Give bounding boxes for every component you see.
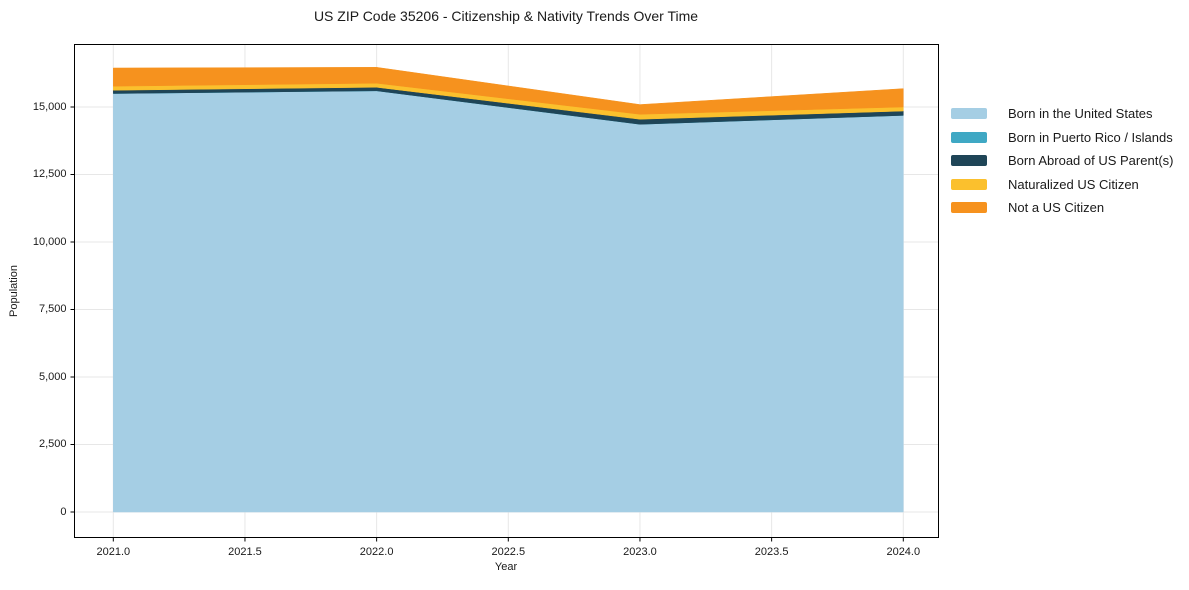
x-tick-label: 2023.5 — [754, 545, 789, 558]
area-band-4 — [113, 67, 904, 115]
x-axis-title: Year — [494, 561, 518, 573]
legend-item: Born in the United States — [951, 102, 1173, 126]
x-tick-label: 2022.5 — [491, 545, 526, 558]
legend-item: Born in Puerto Rico / Islands — [951, 126, 1173, 150]
chart-title: US ZIP Code 35206 - Citizenship & Nativi… — [313, 8, 699, 24]
x-tick-label: 2021.5 — [228, 545, 262, 558]
legend-label: Born in the United States — [1008, 106, 1153, 122]
x-tick-label: 2024.0 — [886, 545, 921, 558]
plot-border — [74, 44, 939, 538]
y-tick-label: 0 — [60, 505, 67, 518]
legend-item: Born Abroad of US Parent(s) — [951, 149, 1173, 173]
y-tick-label: 2,500 — [38, 438, 67, 450]
legend-swatch-born-in-puerto-rico — [951, 131, 987, 143]
x-tick-label: 2021.0 — [96, 545, 131, 558]
y-tick-label: 15,000 — [32, 100, 67, 113]
y-tick-label: 5,000 — [38, 370, 67, 383]
y-tick-label: 12,500 — [32, 168, 67, 180]
y-tick-label: 7,500 — [38, 303, 67, 315]
x-tick-label: 2023.0 — [623, 545, 657, 558]
legend-label: Naturalized US Citizen — [1008, 176, 1139, 192]
legend-item: Naturalized US Citizen — [951, 173, 1173, 197]
legend: Born in the United States Born in Puerto… — [951, 102, 1173, 220]
legend-item: Not a US Citizen — [951, 196, 1173, 220]
legend-swatch-born-abroad — [951, 155, 987, 167]
area-band-0 — [113, 90, 904, 513]
legend-label: Not a US Citizen — [1008, 200, 1105, 216]
legend-swatch-naturalized — [951, 178, 987, 190]
x-tick-label: 2022.0 — [359, 545, 394, 558]
legend-label: Born in Puerto Rico / Islands — [1008, 129, 1173, 145]
legend-swatch-not-a-citizen — [951, 202, 987, 214]
legend-label: Born Abroad of US Parent(s) — [1008, 153, 1174, 169]
y-tick-label: 10,000 — [32, 235, 67, 248]
legend-swatch-born-in-us — [951, 108, 987, 120]
